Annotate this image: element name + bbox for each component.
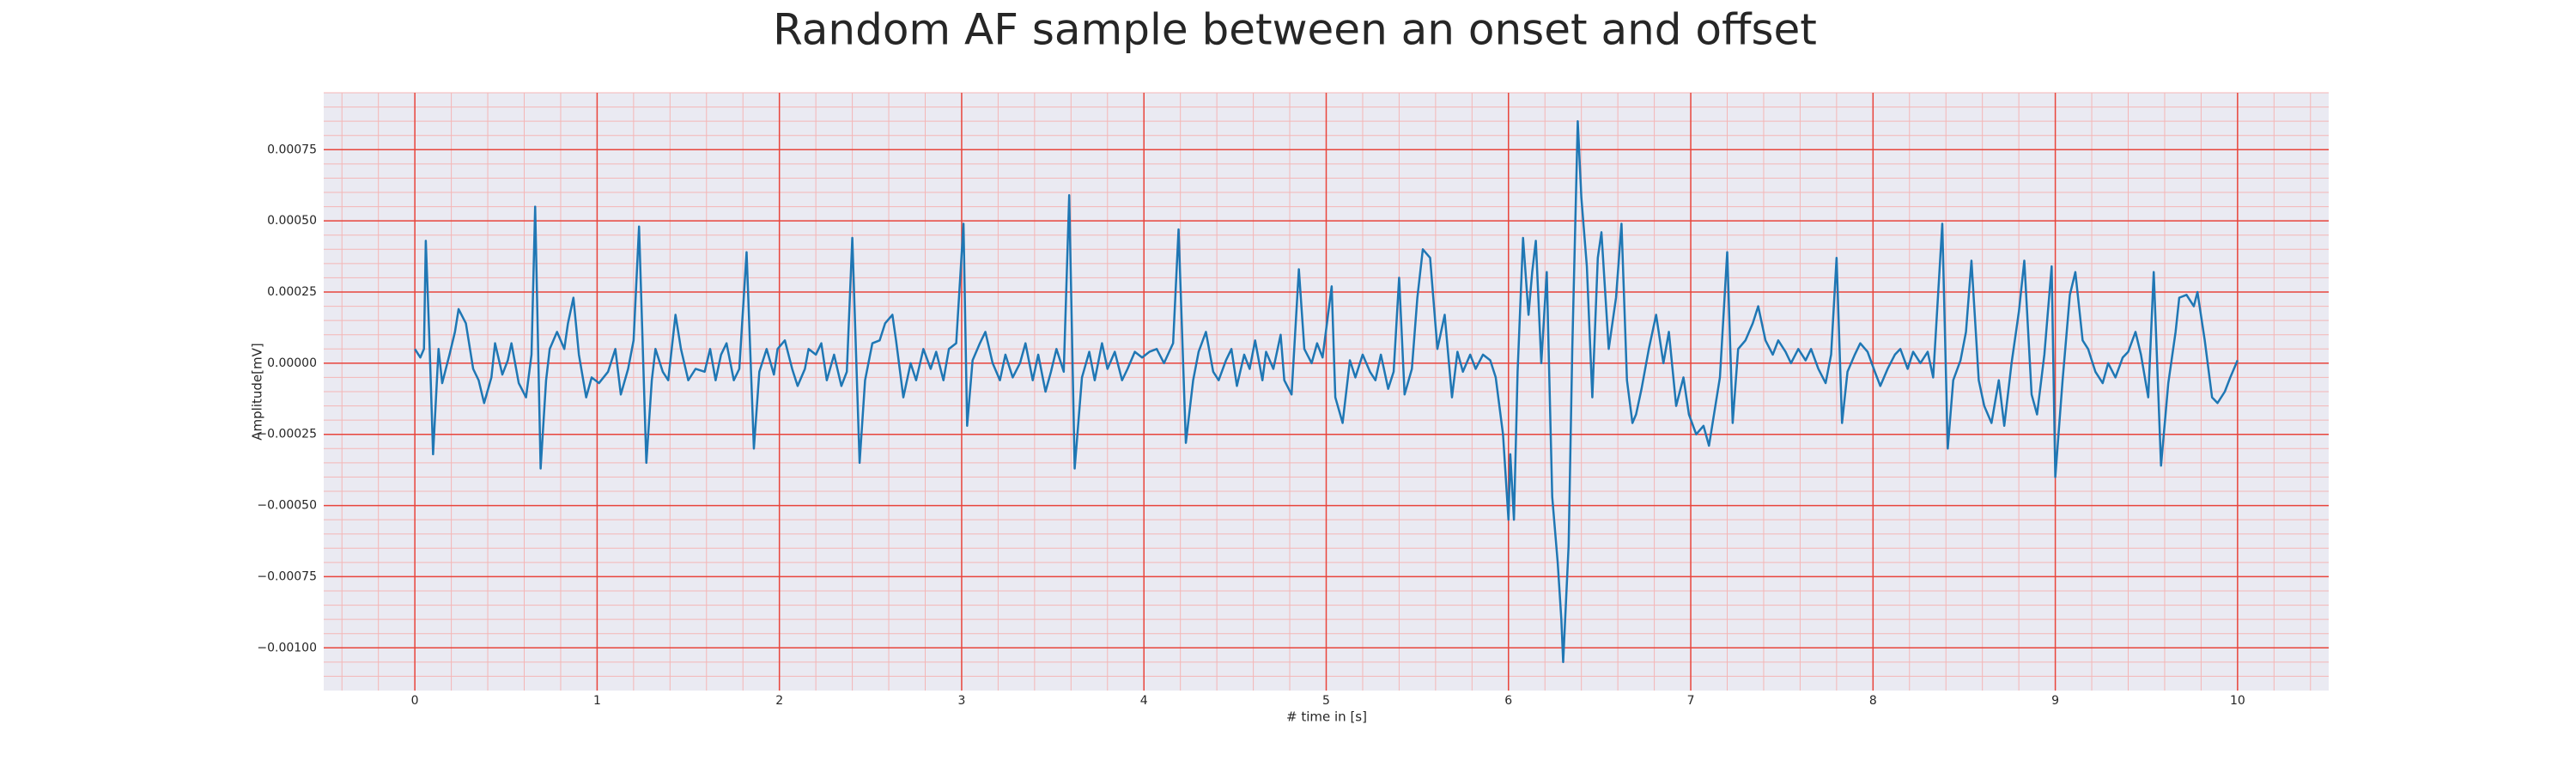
x-tick-label: 7 — [1687, 694, 1695, 708]
y-tick-label: −0.00025 — [257, 428, 317, 441]
y-tick-label: −0.00075 — [257, 569, 317, 583]
y-tick-label: 0.00050 — [267, 214, 317, 228]
x-tick-label: 3 — [957, 694, 965, 708]
y-tick-label: −0.00050 — [257, 499, 317, 513]
x-axis-label: # time in [s] — [1286, 709, 1367, 725]
x-tick-label: 5 — [1322, 694, 1330, 708]
x-tick-label: 8 — [1869, 694, 1877, 708]
y-tick-label: 0.00025 — [267, 285, 317, 299]
x-tick-label: 1 — [593, 694, 601, 708]
x-tick-label: 4 — [1140, 694, 1148, 708]
x-tick-label: 0 — [411, 694, 419, 708]
y-tick-label: 0.00075 — [267, 143, 317, 156]
y-tick-label: 0.00000 — [267, 356, 317, 370]
y-axis-label: Amplitude[mV] — [250, 343, 265, 440]
x-tick-label: 6 — [1504, 694, 1512, 708]
signal-line — [414, 119, 2239, 664]
x-tick-label: 9 — [2051, 694, 2059, 708]
chart-title: Random AF sample between an onset and of… — [773, 5, 1817, 55]
y-tick-label: −0.00100 — [257, 641, 317, 654]
x-tick-label: 2 — [775, 694, 783, 708]
x-tick-label: 10 — [2230, 694, 2245, 708]
